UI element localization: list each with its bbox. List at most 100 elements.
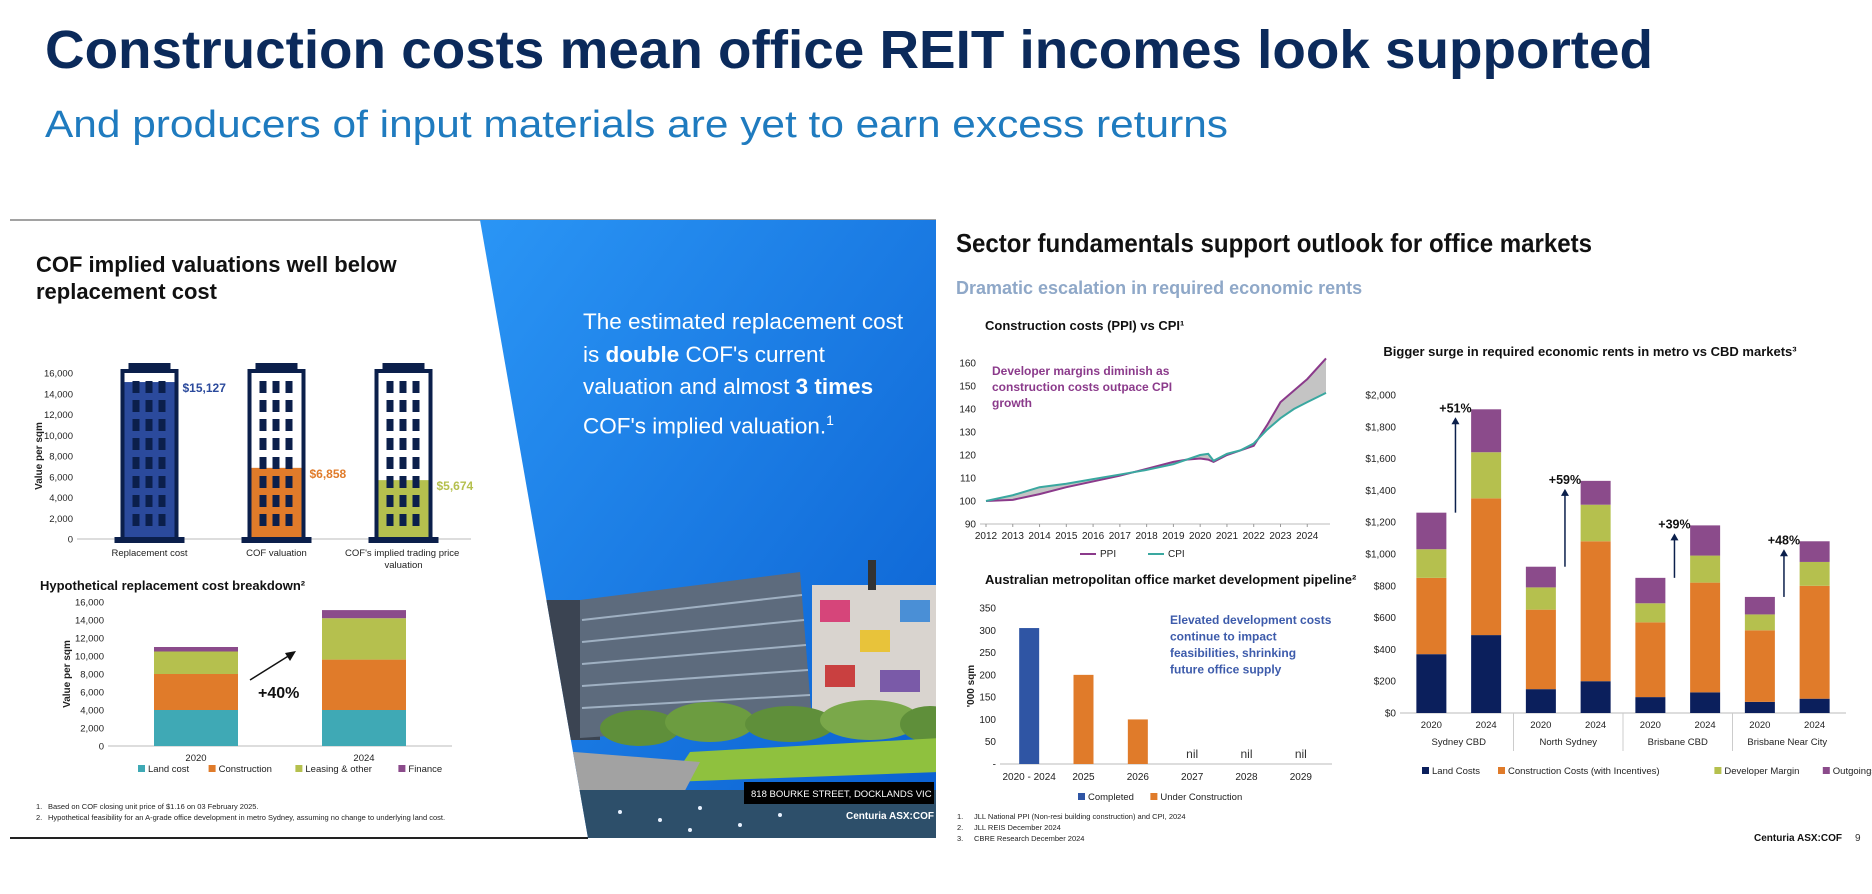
- y-tick-label: $1,200: [1365, 518, 1396, 529]
- y-tick-label: 350: [979, 604, 996, 615]
- bar-segment: [1416, 549, 1447, 578]
- x-tick-label: 2020: [1530, 720, 1551, 731]
- text-line: construction costs outpace CPI: [992, 380, 1175, 394]
- line: [985, 392, 1327, 502]
- bar-segment: [1744, 596, 1775, 615]
- x-tick-label: 2020: [185, 753, 206, 764]
- window: [399, 381, 407, 393]
- chart-title: Australian metropolitan office market de…: [985, 572, 1357, 587]
- bar-segment: [154, 651, 238, 674]
- window: [412, 438, 420, 450]
- value-label: nil: [1295, 747, 1307, 761]
- bar-segment: [1580, 480, 1611, 505]
- legend-swatch: [1078, 793, 1085, 800]
- window: [259, 419, 267, 431]
- value-label: $6,858: [310, 467, 347, 481]
- x-tick-label: 2024: [1585, 720, 1606, 731]
- window: [158, 400, 166, 412]
- chart-title: Construction costs (PPI) vs CPI¹: [985, 318, 1184, 333]
- bar: [1073, 674, 1094, 764]
- x-tick-label: 2020: [1749, 720, 1770, 731]
- x-tick-label: 2024: [1296, 531, 1319, 542]
- window: [259, 514, 267, 526]
- window: [399, 438, 407, 450]
- window: [386, 495, 394, 507]
- y-tick-label: $1,400: [1365, 486, 1396, 497]
- window: [412, 419, 420, 431]
- bar-segment: [1799, 698, 1830, 713]
- window: [399, 514, 407, 526]
- group-label: Sydney CBD: [1432, 737, 1487, 748]
- y-axis-label: '000 sqm: [966, 665, 977, 708]
- window: [386, 419, 394, 431]
- annotation: +59%: [1549, 473, 1581, 487]
- text-line: COF valuation: [246, 548, 307, 559]
- x-tick-label: 2026: [1127, 772, 1150, 783]
- y-tick-label: 150: [979, 693, 996, 704]
- panel-subtitle: Dramatic escalation in required economic…: [956, 278, 1362, 298]
- annotation: +40%: [258, 685, 299, 702]
- y-tick-label: $0: [1385, 709, 1397, 720]
- window: [145, 381, 153, 393]
- group-label: North Sydney: [1539, 737, 1597, 748]
- lawn: [670, 738, 936, 782]
- y-tick-label: $800: [1374, 581, 1397, 592]
- panel-title: COF implied valuations well below replac…: [36, 252, 403, 304]
- bar-segment: [1799, 585, 1830, 699]
- y-tick-label: 14,000: [75, 616, 104, 627]
- legend-swatch: [295, 765, 303, 772]
- y-tick-label: 6,000: [49, 472, 73, 483]
- window: [386, 514, 394, 526]
- legend-swatch: [1498, 767, 1505, 774]
- window: [145, 514, 153, 526]
- x-tick-label: 2028: [1235, 772, 1258, 783]
- footnote: CBRE Research December 2024: [974, 834, 1084, 843]
- x-tick-label: 2023: [1269, 531, 1292, 542]
- y-tick-label: 250: [979, 648, 996, 659]
- line: [985, 357, 1327, 502]
- footnote: JLL REIS December 2024: [974, 823, 1061, 832]
- window: [285, 514, 293, 526]
- window: [412, 476, 420, 488]
- y-tick-label: 130: [959, 428, 976, 439]
- y-tick-label: $1,800: [1365, 422, 1396, 433]
- text-line: Replacement cost: [111, 548, 187, 559]
- y-tick-label: 16,000: [75, 598, 104, 609]
- bar-segment: [154, 647, 238, 652]
- legend-label: Completed: [1088, 792, 1134, 803]
- steps: [550, 750, 700, 800]
- trees: [600, 700, 936, 746]
- bar-segment: [1744, 701, 1775, 713]
- window: [272, 419, 280, 431]
- slide-title: Construction costs mean office REIT inco…: [45, 20, 1653, 80]
- window: [285, 400, 293, 412]
- y-tick-label: 12,000: [44, 410, 73, 421]
- window: [386, 476, 394, 488]
- bar-segment: [1635, 697, 1666, 713]
- footnote-ref: 1: [826, 411, 834, 428]
- window: [386, 400, 394, 412]
- building-roof: [255, 363, 298, 371]
- window: [132, 476, 140, 488]
- window: [145, 476, 153, 488]
- facade: [820, 600, 850, 622]
- value-label: $15,127: [183, 381, 227, 395]
- y-tick-label: 10,000: [44, 431, 73, 442]
- window: [259, 476, 267, 488]
- y-tick-label: 110: [960, 474, 976, 485]
- window: [412, 514, 420, 526]
- y-tick-label: 14,000: [44, 389, 73, 400]
- window: [285, 457, 293, 469]
- group-label: Brisbane CBD: [1648, 737, 1708, 748]
- x-tick-label: 2025: [1072, 772, 1095, 783]
- building-base: [368, 537, 439, 543]
- window: [158, 419, 166, 431]
- legend-swatch: [398, 765, 406, 772]
- window: [285, 381, 293, 393]
- window: [132, 419, 140, 431]
- legend-swatch: [1422, 767, 1429, 774]
- window: [412, 381, 420, 393]
- window: [145, 438, 153, 450]
- x-tick-label: 2014: [1028, 531, 1051, 542]
- legend-label: Land Costs: [1432, 766, 1480, 777]
